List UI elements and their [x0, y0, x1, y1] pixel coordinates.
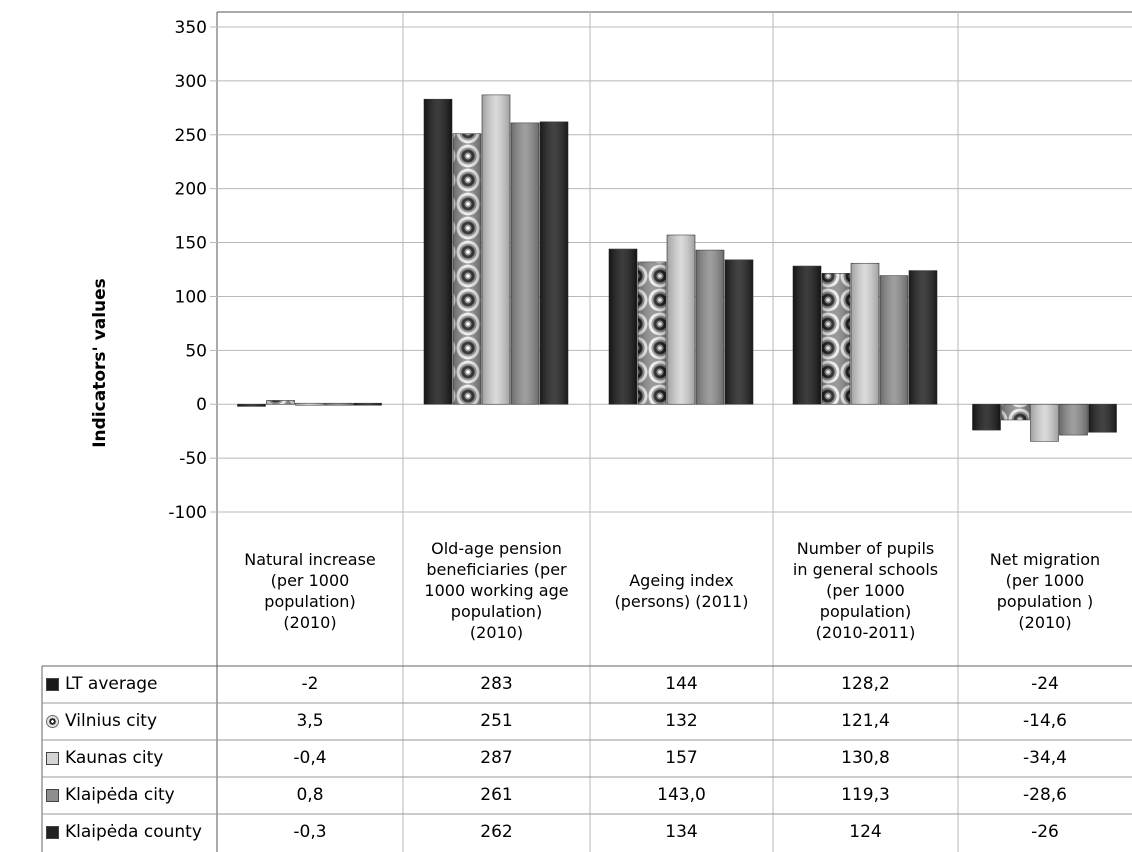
- table-cell: 128,2: [841, 674, 890, 694]
- table-cell: -24: [1031, 674, 1059, 694]
- legend-swatch-icon: [46, 825, 59, 839]
- table-cell: 121,4: [841, 711, 890, 731]
- table-cell: 144: [665, 674, 698, 694]
- bar-shading: [638, 261, 666, 405]
- table-row: LT average -2 283 144 128,2 -24: [42, 666, 1132, 702]
- table-row: Kaunas city -0,4 287 157 130,8 -34,4: [42, 740, 1132, 776]
- table-cell: -26: [1031, 822, 1059, 842]
- y-tick-label: 250: [175, 126, 207, 146]
- table-cell: 157: [665, 748, 698, 768]
- table-cell: 262: [480, 822, 513, 842]
- bar-shading: [237, 404, 266, 407]
- bar-shading: [1030, 404, 1059, 442]
- table-row: Klaipėda county -0,3 262 134 124 -26: [42, 814, 1132, 850]
- bar-shading: [880, 275, 908, 405]
- y-tick-label: 100: [175, 287, 207, 307]
- bar-shading: [609, 249, 637, 405]
- bar-shading: [1001, 404, 1030, 420]
- legend-entry: Kaunas city: [42, 740, 163, 776]
- bar-shading: [822, 273, 850, 405]
- bar-shading: [696, 250, 724, 405]
- bar-shading: [424, 99, 452, 405]
- bar-shading: [453, 133, 481, 405]
- legend-swatch-icon: [46, 677, 59, 691]
- table-cell: 251: [480, 711, 513, 731]
- bar-shading: [972, 404, 1001, 431]
- legend-label: Vilnius city: [65, 711, 158, 731]
- bar-shading: [851, 263, 879, 405]
- y-tick-label: 300: [175, 72, 207, 92]
- table-cell: 261: [480, 785, 513, 805]
- legend-label: Kaunas city: [65, 748, 164, 768]
- y-axis-label: Indicators' values: [90, 278, 110, 448]
- y-tick-label: 0: [196, 395, 207, 415]
- table-cell: 287: [480, 748, 513, 768]
- table-cell: -28,6: [1023, 785, 1067, 805]
- legend-entry: Klaipėda city: [42, 777, 175, 813]
- bar-shading: [540, 121, 568, 405]
- bar-shading: [909, 270, 937, 405]
- table-cell: 134: [665, 822, 698, 842]
- legend-swatch-icon: [46, 714, 59, 728]
- table-cell: 283: [480, 674, 513, 694]
- table-cell: 124: [849, 822, 882, 842]
- bar-shading: [482, 94, 510, 405]
- bar-shading: [266, 400, 295, 405]
- bar-shading: [725, 259, 753, 405]
- table-cell: 143,0: [657, 785, 706, 805]
- legend-swatch-icon: [46, 788, 59, 802]
- table-row: Klaipėda city 0,8 261 143,0 119,3 -28,6: [42, 777, 1132, 813]
- legend-label: Klaipėda county: [65, 822, 202, 842]
- x-category-label: Old-age pension beneficiaries (per 1000 …: [424, 539, 569, 642]
- legend-label: Klaipėda city: [65, 785, 175, 805]
- table-cell: -2: [301, 674, 319, 694]
- table-cell: 3,5: [296, 711, 324, 731]
- bar-shading: [324, 403, 353, 406]
- y-tick-label: -100: [168, 503, 207, 523]
- legend-entry: Vilnius city: [42, 703, 157, 739]
- y-tick-label: 350: [175, 18, 207, 38]
- table-cell: -34,4: [1023, 748, 1067, 768]
- y-tick-label: 150: [175, 234, 207, 254]
- y-tick-label: 50: [185, 341, 207, 361]
- bar-shading: [793, 266, 821, 405]
- table-row: Vilnius city 3,5 251 132 121,4 -14,6: [42, 703, 1132, 739]
- x-category-label: Ageing index (persons) (2011): [614, 570, 749, 611]
- y-tick-label: -50: [179, 449, 207, 469]
- x-category-label: Natural increase (per 1000 population) (…: [244, 549, 376, 632]
- x-category-label: Number of pupils in general schools (per…: [792, 539, 939, 642]
- table-cell: -0,4: [293, 748, 327, 768]
- bar-shading: [511, 122, 539, 405]
- bar-shading: [667, 235, 695, 405]
- table-cell: -14,6: [1023, 711, 1067, 731]
- table-cell: 119,3: [841, 785, 890, 805]
- bar-shading: [353, 403, 382, 406]
- legend-entry: Klaipėda county: [42, 814, 202, 850]
- table-cell: 130,8: [841, 748, 890, 768]
- legend-swatch-icon: [46, 751, 59, 765]
- x-category-label: Net migration (per 1000 population ) (20…: [989, 549, 1101, 632]
- table-cell: 0,8: [296, 785, 324, 805]
- table-cell: 132: [665, 711, 698, 731]
- legend-entry: LT average: [42, 666, 158, 702]
- table-cell: -0,3: [293, 822, 327, 842]
- bar-shading: [1059, 404, 1088, 436]
- y-tick-label: 200: [175, 180, 207, 200]
- bar-shading: [295, 403, 324, 406]
- bar-shading: [1088, 404, 1117, 433]
- legend-label: LT average: [65, 674, 158, 694]
